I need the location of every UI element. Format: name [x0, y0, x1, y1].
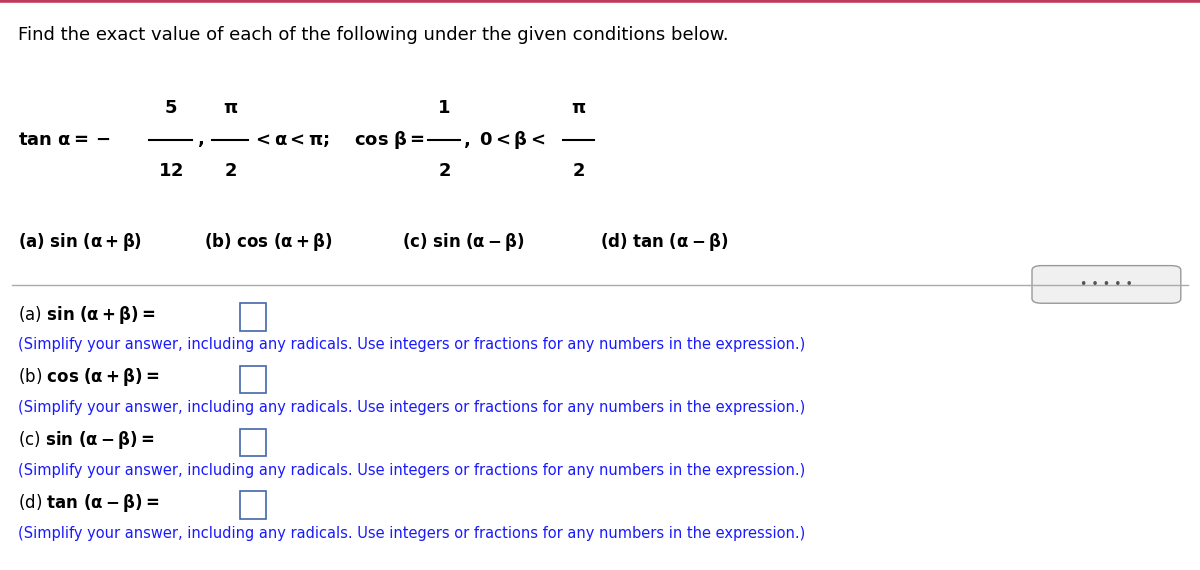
Text: $\mathbf{(b)\ cos\ (\alpha + \beta)}$: $\mathbf{(b)\ cos\ (\alpha + \beta)}$ [204, 231, 332, 253]
FancyBboxPatch shape [240, 303, 266, 331]
Text: $\mathbf{tan}\ \mathbf{\alpha = -}$: $\mathbf{tan}\ \mathbf{\alpha = -}$ [18, 131, 110, 149]
Text: $\mathbf{2}$: $\mathbf{2}$ [572, 162, 584, 180]
Text: Find the exact value of each of the following under the given conditions below.: Find the exact value of each of the foll… [18, 26, 728, 44]
Text: $\mathbf{cos}\ \mathbf{\beta =}$: $\mathbf{cos}\ \mathbf{\beta =}$ [354, 129, 425, 150]
Text: $\mathbf{12}$: $\mathbf{12}$ [157, 162, 184, 180]
Text: (c) $\mathbf{sin}$ $\mathbf{(\alpha - \beta) =}$: (c) $\mathbf{sin}$ $\mathbf{(\alpha - \b… [18, 429, 155, 451]
Text: $\mathbf{(c)\ sin\ (\alpha - \beta)}$: $\mathbf{(c)\ sin\ (\alpha - \beta)}$ [402, 231, 524, 253]
Text: (Simplify your answer, including any radicals. Use integers or fractions for any: (Simplify your answer, including any rad… [18, 463, 805, 478]
FancyBboxPatch shape [1032, 266, 1181, 303]
FancyBboxPatch shape [240, 429, 266, 456]
Text: $\mathbf{1}$: $\mathbf{1}$ [437, 99, 451, 117]
Text: (b) $\mathbf{cos}$ $\mathbf{(\alpha + \beta) =}$: (b) $\mathbf{cos}$ $\mathbf{(\alpha + \b… [18, 367, 160, 388]
FancyBboxPatch shape [240, 366, 266, 393]
Text: $\mathbf{,}$: $\mathbf{,}$ [197, 131, 204, 149]
Text: (Simplify your answer, including any radicals. Use integers or fractions for any: (Simplify your answer, including any rad… [18, 526, 805, 540]
FancyBboxPatch shape [240, 491, 266, 519]
Text: (Simplify your answer, including any radicals. Use integers or fractions for any: (Simplify your answer, including any rad… [18, 400, 805, 415]
Text: $\mathbf{(d)\ tan\ (\alpha - \beta)}$: $\mathbf{(d)\ tan\ (\alpha - \beta)}$ [600, 231, 728, 253]
Text: $\mathbf{5}$: $\mathbf{5}$ [163, 99, 178, 117]
Text: $\mathbf{< \alpha < \pi;}$: $\mathbf{< \alpha < \pi;}$ [252, 131, 330, 149]
Text: (Simplify your answer, including any radicals. Use integers or fractions for any: (Simplify your answer, including any rad… [18, 337, 805, 352]
Text: $\mathbf{2}$: $\mathbf{2}$ [438, 162, 450, 180]
Text: $\mathbf{,\ 0 < \beta <}$: $\mathbf{,\ 0 < \beta <}$ [463, 129, 546, 150]
Text: $\mathbf{(a)\ sin\ (\alpha + \beta)}$: $\mathbf{(a)\ sin\ (\alpha + \beta)}$ [18, 231, 142, 253]
Text: • • • • •: • • • • • [1080, 278, 1133, 291]
Text: $\mathbf{\pi}$: $\mathbf{\pi}$ [223, 99, 238, 117]
Text: $\mathbf{\pi}$: $\mathbf{\pi}$ [571, 99, 586, 117]
Text: (a) $\mathbf{sin}$ $\mathbf{(\alpha + \beta) =}$: (a) $\mathbf{sin}$ $\mathbf{(\alpha + \b… [18, 304, 156, 325]
Text: $\mathbf{2}$: $\mathbf{2}$ [224, 162, 236, 180]
Text: (d) $\mathbf{tan}$ $\mathbf{(\alpha - \beta) =}$: (d) $\mathbf{tan}$ $\mathbf{(\alpha - \b… [18, 492, 160, 514]
